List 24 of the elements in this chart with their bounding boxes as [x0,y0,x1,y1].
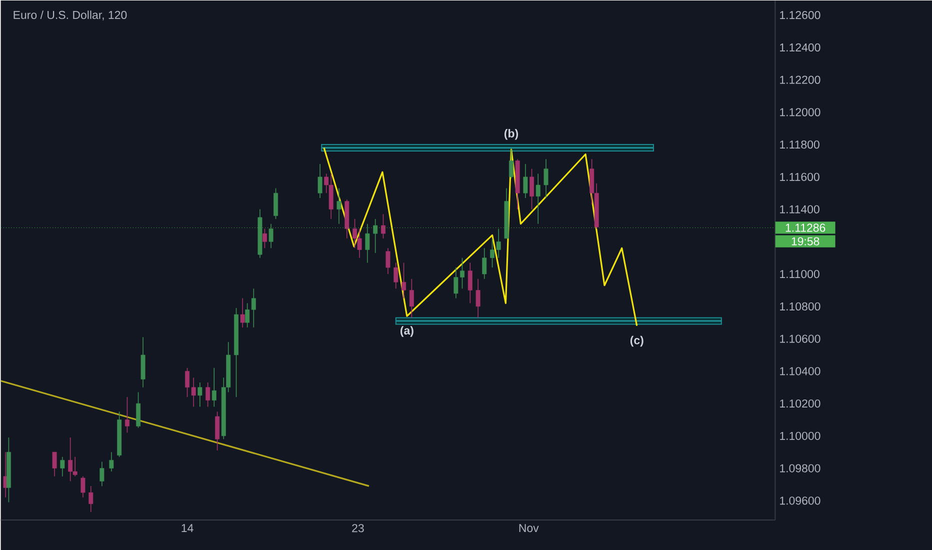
y-tick-label: 1.09800 [780,464,820,472]
ref-line-label: 1.11286 [786,224,826,232]
y-tick-label: 1.10800 [780,302,820,310]
x-tick-label: 14 [182,524,194,532]
y-tick-label: 1.10400 [780,367,820,376]
y-tick-label: 1.11800 [780,140,820,149]
y-tick-label: 1.11400 [780,205,820,214]
y-tick-label: 1.10000 [780,432,820,440]
y-tick-label: 1.11600 [780,172,820,181]
y-tick-label: 1.11000 [780,270,820,278]
x-tick-label: 23 [352,524,364,532]
y-tick-label: 1.09600 [780,496,820,505]
y-tick-label: 1.12200 [780,76,820,84]
annotation: (b) [504,129,518,140]
annotation: (c) [630,336,644,347]
text: Euro / U.S. Dollar, 120 [14,10,127,20]
y-tick-label: 1.12600 [780,10,820,20]
y-tick-label: 1.12400 [780,43,820,52]
text: 19:58 [792,237,820,246]
annotation: (a) [400,326,414,337]
x-tick-label: Nov [519,524,539,532]
y-tick-label: 1.10600 [780,334,820,343]
y-tick-label: 1.10200 [780,399,820,408]
y-tick-label: 1.12000 [780,108,820,116]
